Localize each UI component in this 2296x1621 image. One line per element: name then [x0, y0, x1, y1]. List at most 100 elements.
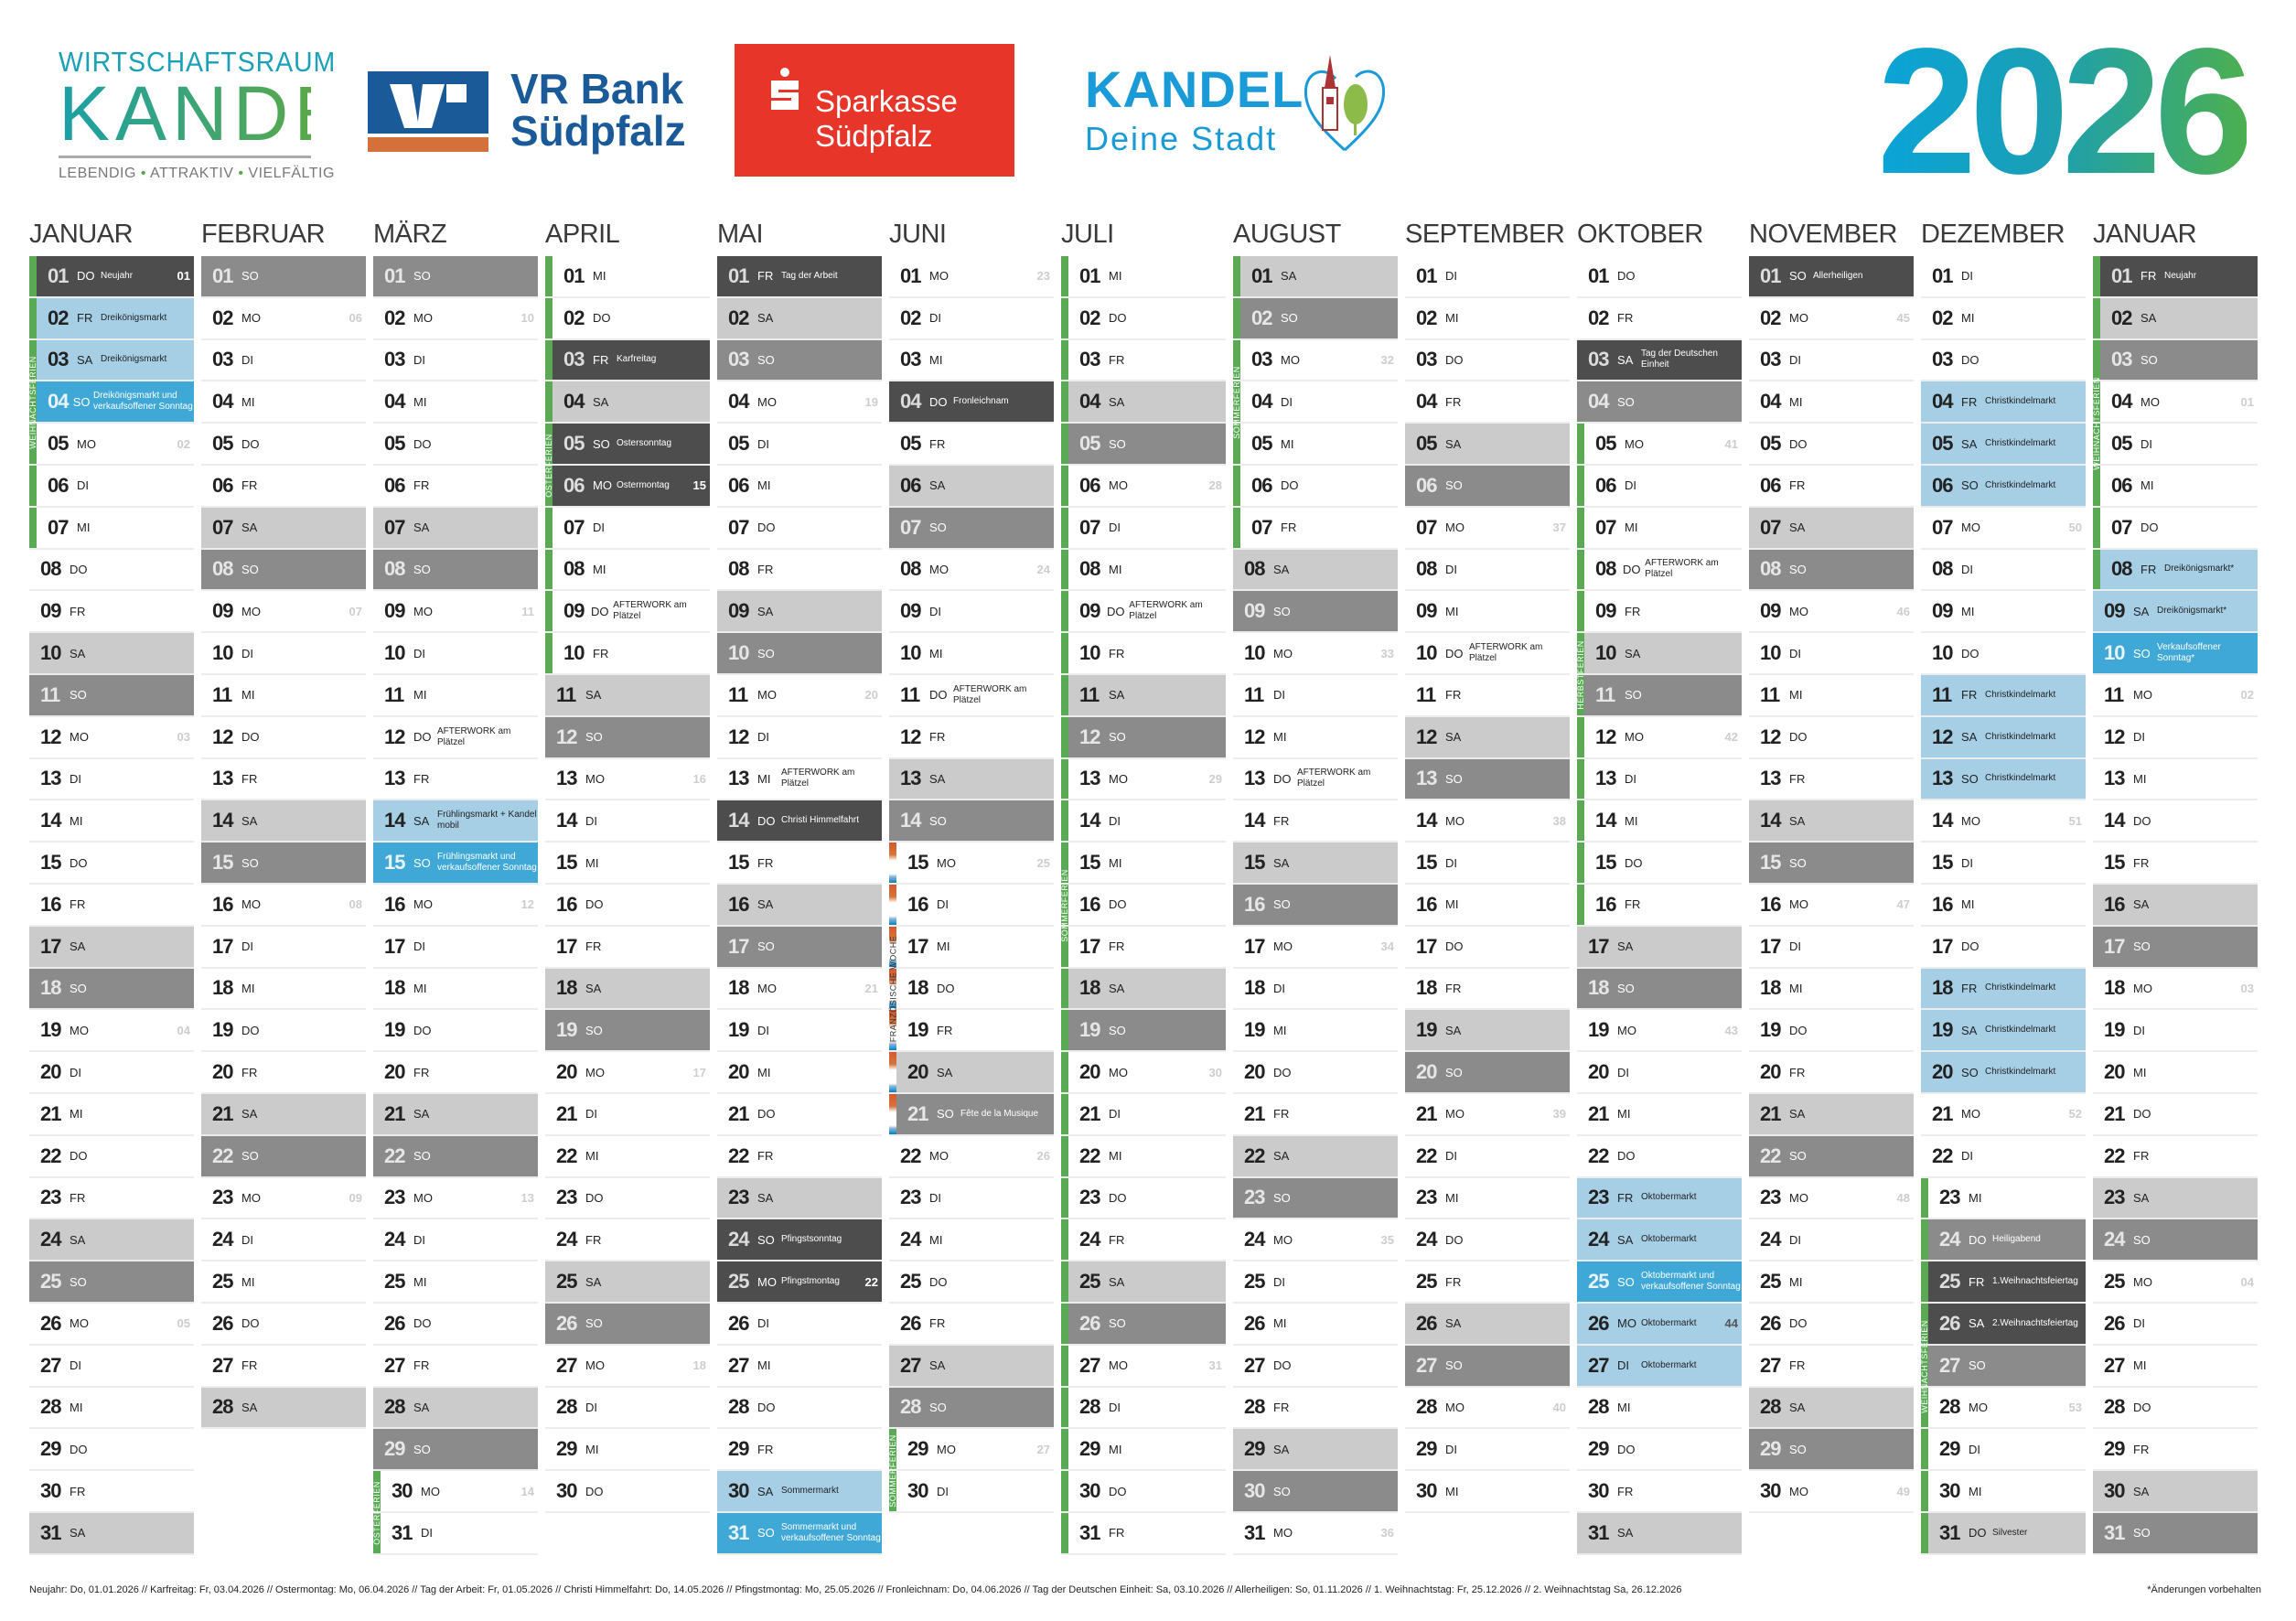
day-cell: 21 MO 39	[1405, 1094, 1570, 1134]
day-cell: 26 DO	[201, 1304, 366, 1344]
day-number: 20	[1932, 1060, 1953, 1084]
day-cell: 19 SO	[545, 1010, 710, 1051]
day-cell: 13 MI	[2093, 759, 2258, 800]
day-number: 20	[1588, 1060, 1609, 1084]
week-number: 25	[1036, 855, 1050, 870]
day-number: 28	[556, 1395, 577, 1419]
week-number: 45	[1896, 311, 1910, 326]
day-number: 16	[1932, 892, 1953, 916]
day-cell: 07 FR	[1240, 508, 1398, 548]
day-row: 31 SA	[1577, 1512, 1742, 1555]
weekday: FR	[1617, 1190, 1634, 1205]
day-row: 15 DO	[29, 843, 194, 885]
day-number: 29	[1079, 1437, 1100, 1461]
day-number: 04	[1079, 390, 1100, 413]
day-number: 26	[1416, 1311, 1437, 1335]
day-cell: 23 DI	[889, 1178, 1054, 1218]
day-number: 12	[40, 725, 61, 748]
day-cell: 01 SA	[1240, 256, 1398, 296]
weekday: DI	[1961, 1149, 1973, 1164]
weekday: DI	[757, 730, 769, 745]
footer-holidays: Neujahr: Do, 01.01.2026 // Karfreitag: F…	[29, 1584, 1682, 1595]
day-number: 21	[1760, 1101, 1781, 1125]
weekday: SO	[1969, 1358, 1986, 1373]
weekday: FR	[2133, 1149, 2150, 1164]
weekday: DI	[413, 939, 425, 954]
day-row: 28 MO 40	[1405, 1388, 1570, 1430]
weekday: SO	[1281, 311, 1298, 326]
weekday: SO	[1789, 269, 1807, 284]
weekday: SA	[929, 1358, 946, 1373]
day-number: 03	[1416, 348, 1437, 371]
day-cell: 13 FR	[201, 759, 366, 800]
day-cell: 28 DO	[2093, 1388, 2258, 1428]
month-name: JANUAR	[29, 220, 134, 249]
day-cell: 05 MO 41	[1584, 424, 1742, 464]
day-cell: 07 MI	[37, 508, 194, 548]
day-row: 16 FR	[29, 885, 194, 927]
day-cell: 31 SA	[1577, 1512, 1742, 1553]
weekday: DI	[2133, 1316, 2145, 1331]
day-row: 03 FR Karfreitag	[545, 339, 710, 382]
day-number: 01	[1588, 263, 1609, 287]
weekday: SA	[1273, 562, 1290, 576]
day-cell: 28 DI	[1068, 1388, 1226, 1428]
day-number: 09	[1244, 599, 1265, 623]
day-number: 07	[1251, 515, 1272, 539]
weekday: MI	[1273, 1316, 1287, 1331]
week-number: 51	[2068, 813, 2082, 828]
day-number: 29	[1244, 1437, 1265, 1461]
day-number: 05	[728, 432, 749, 456]
vacation-bar	[29, 381, 37, 423]
day-number: 17	[212, 934, 233, 958]
day-number: 08	[563, 557, 585, 581]
weekday: MI	[593, 269, 606, 284]
day-cell: 19 MO 43	[1577, 1010, 1742, 1050]
day-row: 06 SA	[889, 465, 1054, 508]
day-row: 11 SA	[1061, 674, 1226, 717]
day-number: 29	[2104, 1437, 2125, 1461]
weekday: SA	[929, 478, 946, 493]
week-number: 41	[1724, 436, 1738, 451]
day-cell: 22 MI	[1068, 1136, 1226, 1176]
day-number: 06	[384, 473, 405, 497]
weekday: DO	[241, 436, 260, 451]
day-row: 08 DO	[29, 550, 194, 592]
day-number: 05	[1595, 432, 1616, 456]
weekday: FR	[757, 1442, 774, 1456]
weekday: DI	[1625, 478, 1636, 493]
day-row: 16 MO 47	[1749, 885, 1914, 927]
day-number: 10	[1079, 641, 1100, 665]
day-number: 11	[40, 682, 60, 706]
weekday: SA	[1273, 855, 1290, 870]
weekday: DI	[1625, 771, 1636, 786]
day-row: 19 MO 43	[1577, 1010, 1742, 1053]
day-cell: 25 MI	[1749, 1261, 1914, 1302]
month-name: MAI	[717, 220, 764, 249]
day-number: 11	[728, 682, 748, 706]
day-row: 20 SO Christkindelmarkt	[1921, 1052, 2086, 1094]
day-cell: 15 MO 25	[896, 843, 1054, 883]
day-cell: 18 SO	[29, 968, 194, 1009]
day-cell: 10 SO	[717, 633, 882, 673]
vacation-bar	[2093, 507, 2100, 548]
day-number: 03	[900, 348, 921, 371]
day-row: 18 MO 03	[2093, 969, 2258, 1011]
day-row: 19 DO	[201, 1010, 366, 1053]
day-number: 29	[728, 1437, 749, 1461]
weekday: SO	[1445, 1065, 1463, 1079]
day-row: 30 MO 49	[1749, 1471, 1914, 1513]
weekday: FR	[70, 1484, 86, 1498]
day-number: 28	[1588, 1395, 1609, 1419]
day-cell: 27 MI	[2093, 1346, 2258, 1386]
day-row: 10 DI	[1749, 633, 1914, 675]
day-row: 11 MO 20	[717, 675, 882, 717]
day-cell: 08 DO AFTERWORK am Plätzel	[1584, 550, 1742, 590]
vacation-bar	[889, 1010, 896, 1051]
weekday: SA	[937, 1065, 953, 1079]
day-number: 17	[1588, 934, 1609, 958]
day-cell: 26 DO	[1749, 1304, 1914, 1344]
weekday: SA	[1617, 939, 1634, 954]
vr-bank-mark-icon	[368, 71, 488, 152]
day-cell: 16 MO 12	[373, 885, 538, 925]
